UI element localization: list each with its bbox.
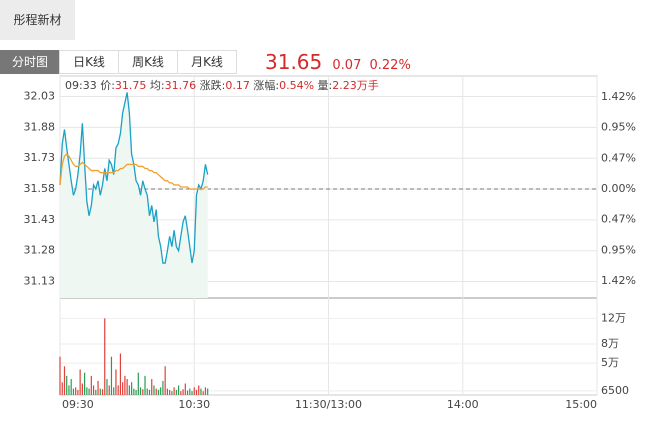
y-tick-label: 31.88 [24,120,56,133]
quote: 31.65 0.07 0.22% [265,50,415,74]
stock-name-tab[interactable]: 彤程新材 [0,0,75,40]
x-tick-label: 09:30 [62,398,94,411]
info-label: 量: [318,79,333,92]
volume-tick-label: 5万 [601,356,619,369]
change: 0.07 [332,58,362,73]
x-tick-label: 10:30 [178,398,210,411]
y2-tick-label: 0.95% [601,244,636,257]
y-tick-label: 31.13 [24,275,56,288]
volume-tick-label: 8万 [601,337,619,350]
y2-tick-label: 0.47% [601,151,636,164]
x-tick-label: 14:00 [447,398,479,411]
tab-bar: 分时图 日K线 周K线 月K线 [0,50,237,74]
info-value: 0.54% [279,79,314,92]
info-label: 均: [150,79,165,92]
y-tick-label: 31.58 [24,182,56,195]
y-tick-label: 32.03 [24,90,56,103]
info-label: 价: [100,79,115,92]
x-tick-label: 15:00 [565,398,597,411]
y-tick-label: 31.43 [24,213,56,226]
info-time: 09:33 [65,79,97,92]
volume-tick-label: 12万 [601,311,626,324]
info-value: 0.17 [225,79,250,92]
y2-tick-label: 1.42% [601,90,636,103]
y-tick-label: 31.73 [24,151,56,164]
volume-tick-label: 6500 [601,384,629,397]
info-value: 2.23万手 [332,78,379,92]
y2-tick-label: 0.95% [601,120,636,133]
tab[interactable]: 日K线 [59,50,119,74]
info-label: 涨幅: [253,79,279,92]
y2-tick-label: 0.00% [601,182,636,195]
y2-tick-label: 1.42% [601,274,636,287]
percent: 0.22% [369,58,411,73]
average-line [59,153,208,190]
x-tick-label: 11:30/13:00 [295,398,362,411]
price-area [60,92,208,298]
info-line: 09:33 价:31.75 均:31.76 涨跌:0.17 涨幅:0.54% 量… [65,78,379,92]
info-value: 31.75 [115,79,147,92]
y2-tick-label: 0.47% [601,212,636,225]
y-tick-label: 31.28 [24,244,56,257]
tab[interactable]: 月K线 [177,50,237,74]
price: 31.65 [265,50,323,74]
tab[interactable]: 分时图 [0,50,60,74]
info-value: 31.76 [165,79,197,92]
info-label: 涨跌: [200,78,226,92]
